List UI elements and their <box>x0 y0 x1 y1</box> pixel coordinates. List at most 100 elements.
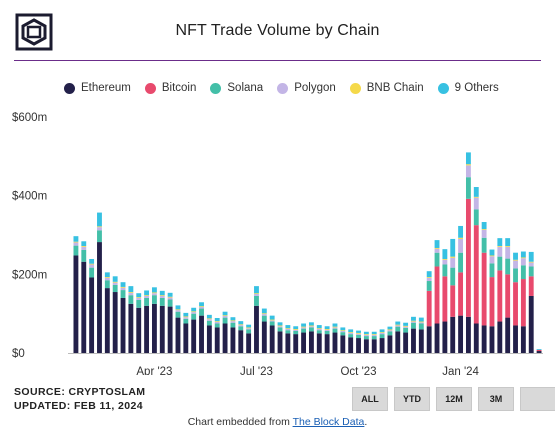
bar-segment-polygon[interactable] <box>308 326 314 328</box>
bar-segment-polygon[interactable] <box>144 295 150 298</box>
bar-segment-polygon[interactable] <box>505 246 511 259</box>
bar-segment-polygon[interactable] <box>151 293 157 296</box>
bar-segment-ethereum[interactable] <box>293 334 299 353</box>
bar-segment-solana[interactable] <box>246 329 252 334</box>
bar-segment-ethereum[interactable] <box>379 338 385 353</box>
bar-segment-9-others[interactable] <box>481 222 487 230</box>
bar-segment-solana[interactable] <box>175 311 181 318</box>
bar-segment-polygon[interactable] <box>465 165 471 178</box>
bar-segment-polygon[interactable] <box>395 325 401 327</box>
bar-segment-bnb-chain[interactable] <box>269 319 275 321</box>
bar-segment-polygon[interactable] <box>316 329 322 331</box>
bar-segment-bnb-chain[interactable] <box>167 296 173 298</box>
bar-segment-9-others[interactable] <box>144 290 150 296</box>
bar-segment-polygon[interactable] <box>230 321 236 323</box>
bar-segment-ethereum[interactable] <box>254 305 259 353</box>
bar-segment-9-others[interactable] <box>73 236 79 242</box>
bar-segment-polygon[interactable] <box>261 314 267 316</box>
bar-segment-9-others[interactable] <box>175 305 181 310</box>
bar-segment-ethereum[interactable] <box>324 334 330 353</box>
bar-segment-solana[interactable] <box>73 245 79 256</box>
bar-segment-ethereum[interactable] <box>183 323 189 354</box>
bar-segment-solana[interactable] <box>387 331 393 336</box>
bar-segment-9-others[interactable] <box>426 271 432 278</box>
bar-segment-ethereum[interactable] <box>426 326 432 353</box>
bar-segment-9-others[interactable] <box>81 241 87 247</box>
bar-segment-polygon[interactable] <box>183 317 189 319</box>
bar-segment-polygon[interactable] <box>458 238 464 253</box>
bar-segment-bnb-chain[interactable] <box>356 332 361 334</box>
bar-segment-ethereum[interactable] <box>505 317 511 353</box>
bar-segment-solana[interactable] <box>316 330 322 334</box>
bar-segment-polygon[interactable] <box>277 326 283 328</box>
bar-segment-bnb-chain[interactable] <box>387 329 393 331</box>
bar-segment-polygon[interactable] <box>481 229 487 238</box>
bar-segment-ethereum[interactable] <box>136 307 142 353</box>
bar-segment-solana[interactable] <box>442 264 448 277</box>
bar-segment-solana[interactable] <box>520 265 526 280</box>
bar-segment-9-others[interactable] <box>89 258 95 264</box>
bar-segment-bnb-chain[interactable] <box>112 281 118 283</box>
bar-segment-solana[interactable] <box>238 326 244 331</box>
range-button-ytd[interactable]: YTD <box>394 387 430 411</box>
bar-segment-ethereum[interactable] <box>434 323 440 354</box>
bar-segment-9-others[interactable] <box>450 238 456 257</box>
bar-segment-ethereum[interactable] <box>206 325 212 353</box>
bar-segment-polygon[interactable] <box>112 282 118 285</box>
bar-segment-polygon[interactable] <box>473 197 479 210</box>
bar-segment-bnb-chain[interactable] <box>505 246 511 247</box>
bar-segment-9-others[interactable] <box>128 286 134 293</box>
bar-segment-bnb-chain[interactable] <box>442 258 448 260</box>
bar-segment-bitcoin[interactable] <box>473 225 479 324</box>
bar-segment-bitcoin[interactable] <box>458 272 464 316</box>
bar-segment-polygon[interactable] <box>199 306 204 309</box>
bar-segment-polygon[interactable] <box>513 260 518 269</box>
bar-segment-ethereum[interactable] <box>144 305 150 353</box>
bar-segment-9-others[interactable] <box>261 308 267 314</box>
bar-segment-bnb-chain[interactable] <box>175 309 181 311</box>
bar-segment-ethereum[interactable] <box>497 321 503 353</box>
bar-segment-polygon[interactable] <box>434 248 440 253</box>
bar-segment-ethereum[interactable] <box>167 306 173 353</box>
bar-segment-bnb-chain[interactable] <box>411 320 416 322</box>
legend-item-bitcoin[interactable]: Bitcoin <box>144 82 196 94</box>
bar-segment-polygon[interactable] <box>387 330 393 332</box>
bar-segment-bnb-chain[interactable] <box>183 316 189 318</box>
bar-segment-polygon[interactable] <box>104 277 110 281</box>
bar-segment-9-others[interactable] <box>324 326 330 330</box>
bar-segment-bnb-chain[interactable] <box>230 320 236 322</box>
bar-segment-9-others[interactable] <box>254 286 259 294</box>
bar-segment-9-others[interactable] <box>340 327 346 331</box>
bar-segment-solana[interactable] <box>144 297 150 306</box>
bar-segment-solana[interactable] <box>332 328 338 333</box>
bar-segment-solana[interactable] <box>528 266 534 277</box>
bar-segment-solana[interactable] <box>159 297 165 306</box>
bar-segment-ethereum[interactable] <box>458 315 464 353</box>
bar-segment-solana[interactable] <box>254 295 259 306</box>
bar-segment-ethereum[interactable] <box>104 288 110 353</box>
bar-segment-bnb-chain[interactable] <box>246 327 252 329</box>
bar-segment-bnb-chain[interactable] <box>151 292 157 294</box>
bar-segment-solana[interactable] <box>489 263 495 278</box>
bar-segment-polygon[interactable] <box>418 322 424 324</box>
bar-segment-solana[interactable] <box>340 332 346 336</box>
bar-segment-polygon[interactable] <box>254 294 259 296</box>
bar-segment-9-others[interactable] <box>120 282 126 287</box>
bar-segment-ethereum[interactable] <box>73 255 79 353</box>
bar-segment-bnb-chain[interactable] <box>144 295 150 296</box>
bar-segment-polygon[interactable] <box>293 329 299 331</box>
bar-segment-solana[interactable] <box>128 295 134 304</box>
bar-segment-bitcoin[interactable] <box>497 270 503 322</box>
bar-segment-polygon[interactable] <box>128 292 134 296</box>
bar-segment-bnb-chain[interactable] <box>520 257 526 259</box>
bar-segment-bnb-chain[interactable] <box>301 326 307 328</box>
bar-segment-bitcoin[interactable] <box>505 274 511 318</box>
bar-segment-ethereum[interactable] <box>411 328 416 353</box>
bar-segment-9-others[interactable] <box>269 315 275 320</box>
bar-segment-bnb-chain[interactable] <box>277 325 283 327</box>
bar-segment-9-others[interactable] <box>458 225 464 238</box>
bar-segment-polygon[interactable] <box>191 312 197 314</box>
bar-segment-9-others[interactable] <box>214 317 220 322</box>
bar-segment-ethereum[interactable] <box>308 331 314 353</box>
bar-segment-solana[interactable] <box>151 295 157 304</box>
